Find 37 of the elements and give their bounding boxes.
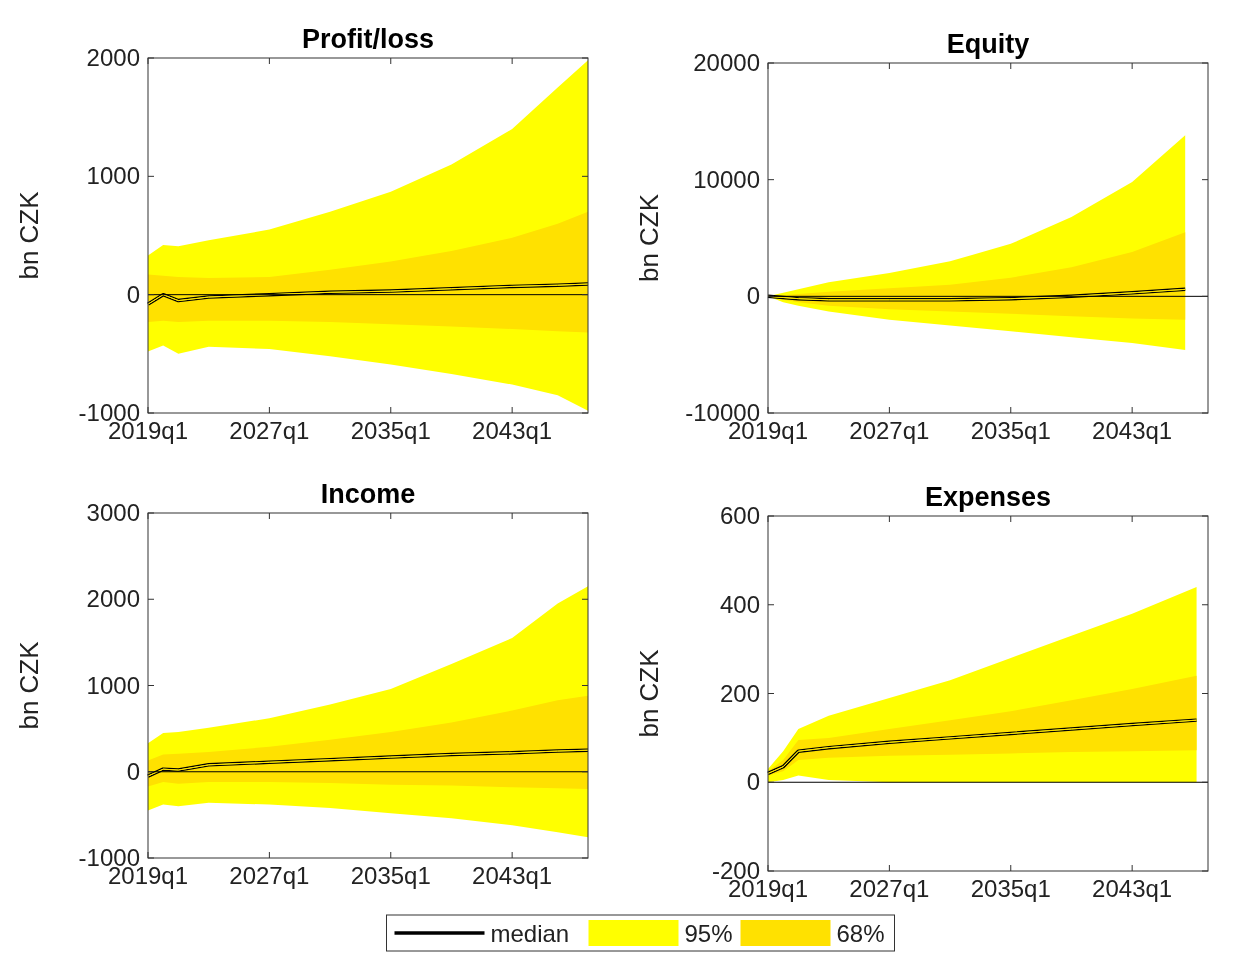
x-tick-label: 2043q1	[1092, 875, 1173, 902]
y-axis-title: bn CZK	[634, 193, 664, 283]
y-axis-title: bn CZK	[14, 640, 44, 730]
y-tick-label: 600	[719, 502, 760, 529]
chart-title: Expenses	[924, 482, 1052, 512]
chart-title: Profit/loss	[301, 24, 435, 54]
x-tick-label: 2043q1	[472, 862, 553, 889]
y-tick-label: 0	[126, 757, 140, 785]
y-axis-title: bn CZK	[634, 648, 664, 738]
y-tick-label: 3000	[86, 499, 140, 526]
x-tick-label: 2027q1	[849, 875, 930, 902]
y-tick-label: 200	[719, 679, 760, 707]
y-tick-label: 1000	[86, 671, 140, 699]
y-tick-label: 10000	[693, 165, 760, 193]
y-tick-label: 2000	[86, 585, 140, 613]
legend-label: median	[490, 920, 570, 947]
y-tick-label: 400	[719, 590, 760, 618]
y-tick-label: 1000	[86, 162, 140, 190]
x-tick-label: 2043q1	[1092, 417, 1173, 444]
x-tick-label: 2027q1	[849, 417, 930, 444]
x-tick-label: 2027q1	[229, 862, 310, 889]
legend-label: 95%	[684, 920, 733, 947]
x-tick-label: 2035q1	[970, 875, 1051, 902]
y-tick-label: 20000	[693, 49, 760, 76]
chart-title: Equity	[946, 29, 1030, 59]
chart-title: Income	[320, 479, 416, 509]
y-tick-label: 0	[746, 282, 760, 310]
legend-label: 68%	[836, 920, 885, 947]
x-tick-label: 2035q1	[970, 417, 1051, 444]
y-tick-label: 2000	[86, 44, 140, 71]
y-tick-label: 0	[746, 768, 760, 796]
x-tick-label: 2035q1	[350, 417, 431, 444]
x-tick-label: 2035q1	[350, 862, 431, 889]
x-tick-label: 2027q1	[229, 417, 310, 444]
y-axis-title: bn CZK	[14, 190, 44, 280]
y-tick-label: 0	[126, 280, 140, 308]
x-tick-label: 2043q1	[472, 417, 553, 444]
